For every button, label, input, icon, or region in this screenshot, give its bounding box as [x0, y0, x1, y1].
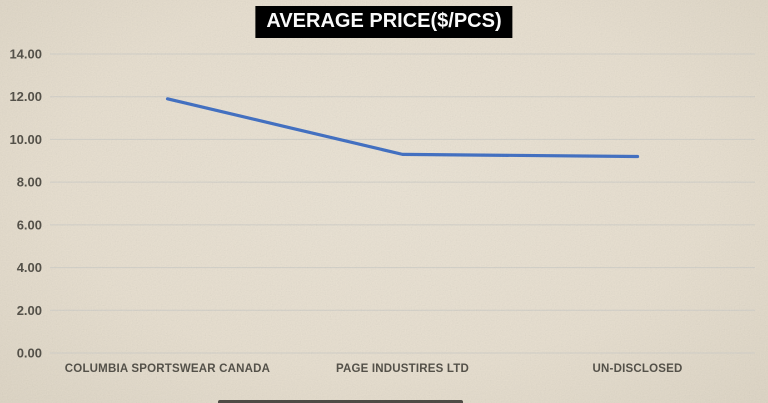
x-axis-category-label: COLUMBIA SPORTSWEAR CANADA	[65, 363, 270, 375]
y-axis-tick-label: 2.00	[17, 303, 42, 318]
y-axis-tick-label: 8.00	[17, 175, 42, 190]
y-axis-tick-label: 6.00	[17, 217, 42, 232]
y-axis-tick-label: 0.00	[17, 346, 42, 361]
y-axis-tick-label: 4.00	[17, 260, 42, 275]
y-axis-tick-label: 12.00	[9, 89, 42, 104]
y-axis-tick-label: 14.00	[9, 47, 42, 62]
bottom-edge-artifact	[218, 400, 463, 403]
chart-title: AVERAGE PRICE($/PCS)	[255, 6, 513, 38]
x-axis-category-label: UN-DISCLOSED	[593, 363, 683, 375]
x-axis-category-label: PAGE INDUSTIRES LTD	[336, 363, 469, 375]
data-line	[165, 97, 640, 159]
y-axis-tick-label: 10.00	[9, 132, 42, 147]
